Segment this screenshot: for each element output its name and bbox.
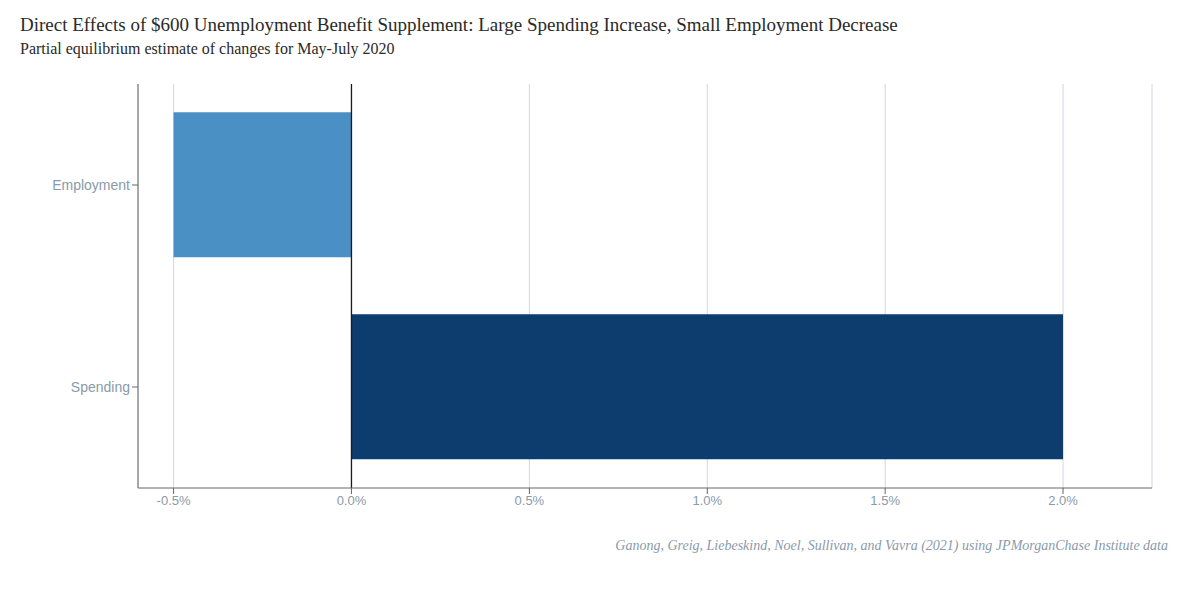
svg-text:1.5%: 1.5% [870, 493, 900, 508]
html-text:Direct Effects of $600 Unemplo: Direct Effects of $600 Unemployment Bene… [20, 14, 898, 35]
svg-text:Spending: Spending [71, 379, 130, 395]
svg-text:0.0%: 0.0% [337, 493, 367, 508]
svg-text:1.0%: 1.0% [692, 493, 722, 508]
html-text:Ganong, Greig, Liebeskind, Noe: Ganong, Greig, Liebeskind, Noel, Sulliva… [615, 538, 1168, 553]
svg-text:Employment: Employment [52, 177, 130, 193]
svg-text:-0.5%: -0.5% [157, 493, 191, 508]
html-text:Partial equilibrium estimate o: Partial equilibrium estimate of changes … [20, 40, 395, 57]
svg-text:0.5%: 0.5% [515, 493, 545, 508]
svg-text:2.0%: 2.0% [1048, 493, 1078, 508]
